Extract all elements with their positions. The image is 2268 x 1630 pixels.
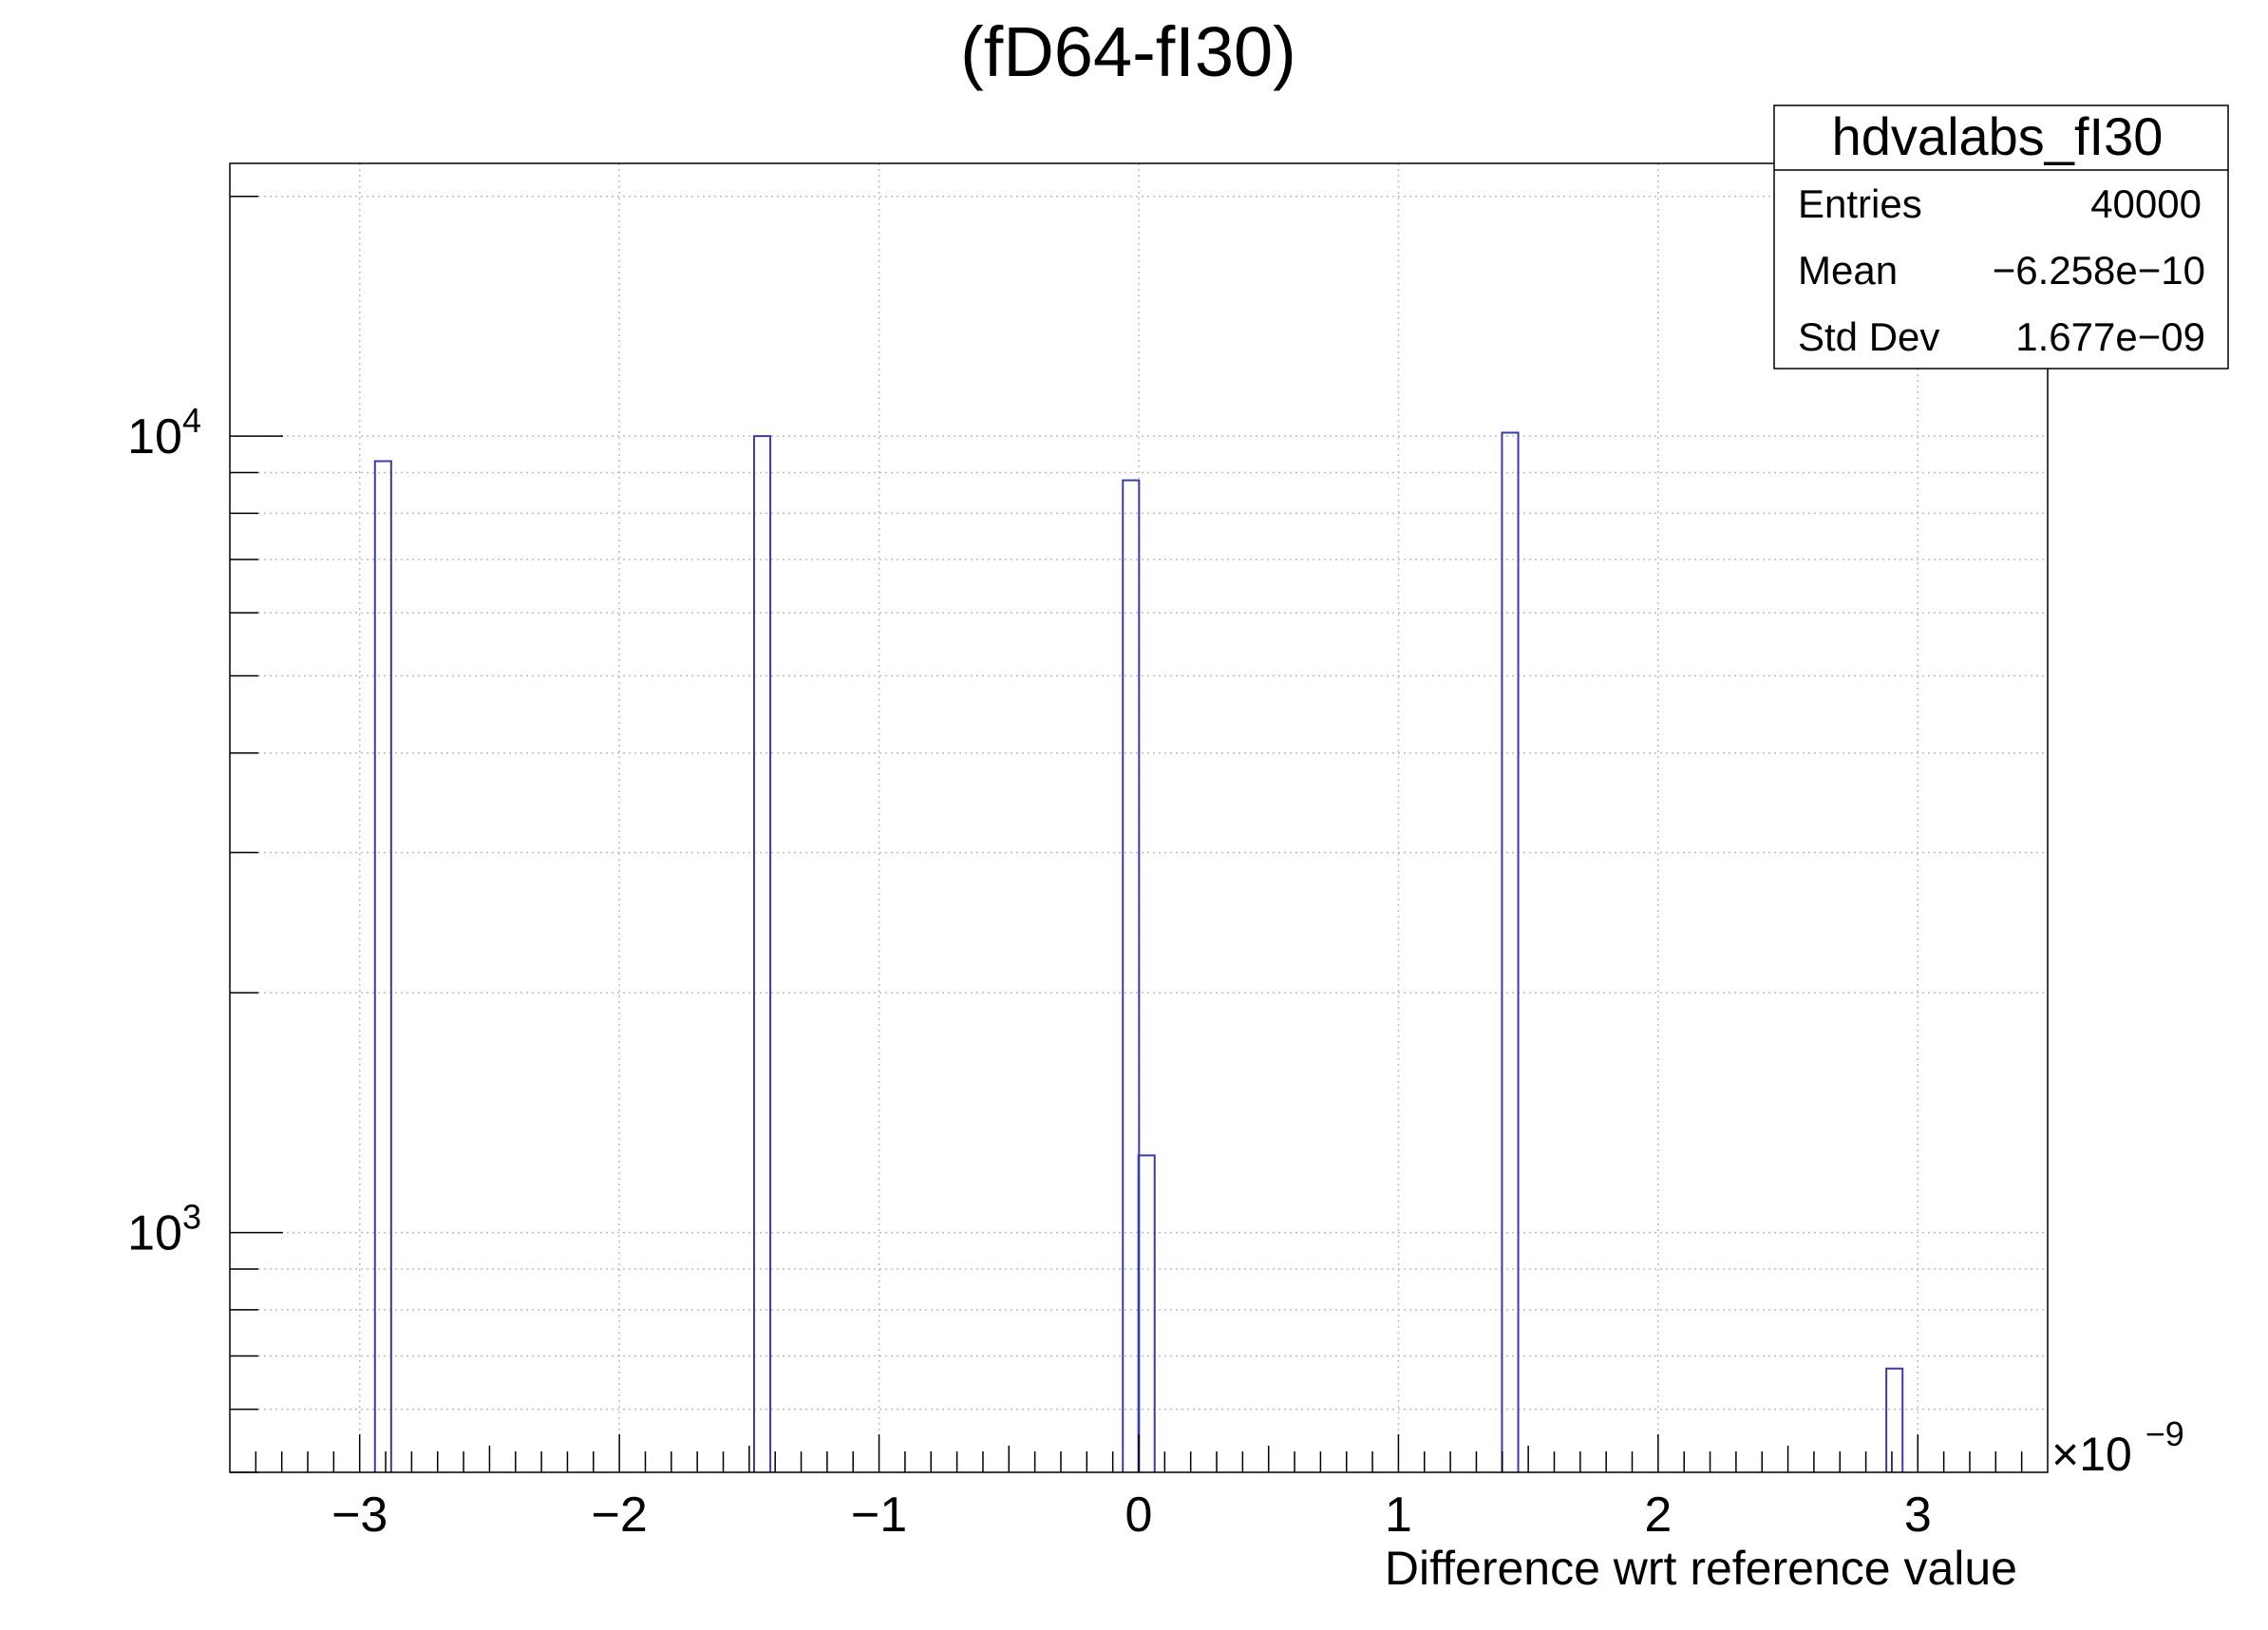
x-exponent-base: ×10 <box>2051 1428 2132 1481</box>
x-axis-exponent: ×10 −9 <box>2051 1414 2184 1481</box>
stats-value-stddev: 1.677e−09 <box>2015 314 2205 359</box>
stats-box-border <box>1773 104 2229 370</box>
x-tick-label: −3 <box>331 1488 387 1543</box>
histogram-bars <box>373 431 1904 1472</box>
x-tick-label: 0 <box>1125 1488 1153 1543</box>
histogram-bar <box>373 460 392 1472</box>
x-tick-labels: −3 −2 −1 0 1 2 3 <box>331 1488 1932 1543</box>
stats-value-entries: 40000 <box>2090 181 2202 226</box>
axis-ticks <box>230 195 2023 1473</box>
histogram-bar <box>1137 1154 1156 1472</box>
histogram-bar <box>1501 431 1520 1472</box>
stats-label-stddev: Std Dev <box>1798 314 1939 359</box>
histogram-bar <box>752 435 772 1472</box>
histogram-bar <box>1122 479 1141 1472</box>
stats-box: hdvalabs_fI30 Entries 40000 Mean −6.258e… <box>1773 104 2229 370</box>
y-tick-label: 103 <box>127 1198 201 1261</box>
stats-value-mean: −6.258e−10 <box>1993 248 2205 293</box>
x-tick-label: 1 <box>1385 1488 1412 1543</box>
y-tick-label-exponent: 3 <box>182 1198 201 1237</box>
x-axis-label: Difference wrt reference value <box>1385 1542 2017 1595</box>
histogram-bar <box>1885 1367 1904 1472</box>
x-tick-label: 3 <box>1904 1488 1932 1543</box>
stats-name: hdvalabs_fI30 <box>1832 106 2164 166</box>
y-tick-label-base: 10 <box>127 409 182 464</box>
y-tick-label-exponent: 4 <box>182 401 201 440</box>
x-tick-label: −1 <box>851 1488 907 1543</box>
stats-label-mean: Mean <box>1798 248 1898 293</box>
y-tick-label-base: 10 <box>127 1206 182 1261</box>
stats-label-entries: Entries <box>1798 181 1922 226</box>
x-exponent-power: −9 <box>2145 1414 2184 1453</box>
x-tick-label: −2 <box>591 1488 647 1543</box>
y-tick-label: 104 <box>127 401 201 464</box>
chart-title: (fD64-fI30) <box>960 12 1296 91</box>
x-tick-label: 2 <box>1644 1488 1672 1543</box>
